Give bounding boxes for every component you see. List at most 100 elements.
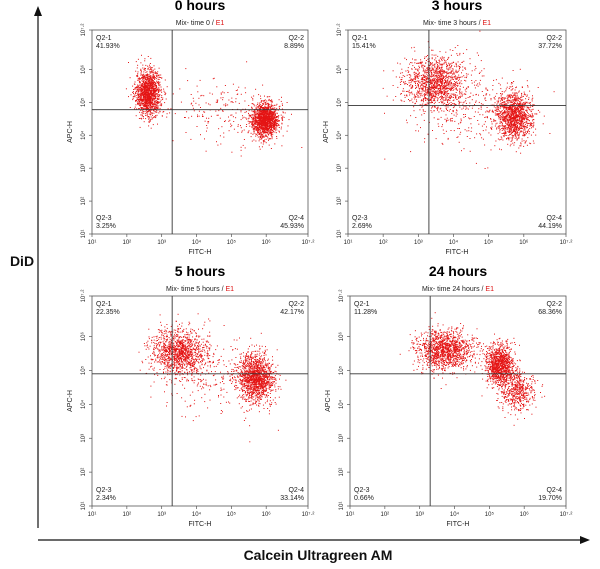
scatter-point (180, 101, 182, 103)
scatter-point (267, 130, 269, 132)
scatter-point (142, 76, 144, 78)
scatter-point (514, 135, 516, 137)
scatter-point (433, 95, 435, 97)
scatter-point (416, 75, 418, 77)
scatter-point (154, 107, 156, 109)
scatter-point (274, 129, 276, 131)
scatter-point (251, 114, 253, 116)
scatter-point (164, 93, 166, 95)
scatter-point (227, 92, 229, 93)
scatter-point (524, 129, 526, 131)
scatter-point (470, 92, 472, 94)
scatter-point (424, 56, 426, 58)
scatter-point (237, 131, 239, 133)
scatter-point (143, 102, 144, 104)
scatter-point (453, 79, 454, 81)
scatter-point (148, 82, 150, 84)
scatter-point (401, 77, 403, 79)
scatter-point (450, 79, 452, 81)
scatter-point (425, 60, 427, 61)
scatter-point (270, 106, 272, 108)
scatter-point (450, 87, 452, 89)
scatter-point (254, 118, 256, 120)
scatter-point (414, 50, 416, 52)
scatter-point (140, 74, 142, 76)
scatter-point (424, 86, 426, 88)
scatter-point (145, 84, 147, 86)
scatter-point (268, 119, 270, 121)
scatter-point (436, 62, 438, 63)
scatter-point (264, 122, 266, 124)
scatter-point (142, 103, 144, 104)
scatter-point (439, 85, 441, 87)
scatter-point (155, 90, 157, 92)
scatter-point (138, 88, 140, 90)
scatter-point (228, 99, 230, 101)
scatter-point (449, 49, 451, 51)
scatter-point (208, 103, 210, 105)
scatter-point (223, 132, 225, 134)
scatter-point (448, 65, 450, 67)
scatter-point (437, 81, 439, 83)
scatter-point (267, 102, 269, 104)
scatter-point (138, 93, 140, 95)
scatter-point (142, 90, 144, 92)
scatter-point (449, 63, 451, 65)
scatter-point (453, 85, 455, 87)
scatter-point (431, 83, 433, 85)
scatter-point (446, 76, 448, 78)
scatter-point (137, 74, 139, 76)
scatter-point (516, 130, 518, 132)
scatter-point (265, 123, 267, 124)
scatter-point (442, 71, 444, 73)
scatter-point (137, 89, 139, 91)
scatter-point (411, 93, 413, 95)
scatter-point (156, 87, 157, 88)
scatter-point (254, 128, 255, 129)
scatter-point (222, 91, 224, 93)
scatter-point (257, 109, 259, 111)
scatter-point (455, 71, 457, 73)
scatter-point (258, 118, 260, 120)
scatter-point (136, 98, 138, 100)
scatter-point (141, 88, 143, 90)
scatter-point (421, 62, 423, 64)
scatter-point (264, 123, 266, 125)
scatter-point (424, 82, 425, 84)
scatter-point (273, 111, 275, 113)
scatter-point (137, 89, 138, 91)
scatter-point (439, 91, 441, 93)
scatter-point (249, 125, 251, 127)
scatter-point (135, 70, 137, 72)
scatter-point (426, 80, 428, 82)
scatter-point (156, 98, 158, 100)
scatter-point (272, 112, 274, 114)
scatter-point (263, 113, 265, 115)
scatter-point (425, 88, 426, 90)
scatter-point (269, 131, 271, 133)
scatter-point (202, 114, 203, 116)
scatter-point (146, 86, 148, 88)
scatter-point (135, 115, 137, 117)
x-tick-label: 10² (123, 240, 132, 246)
scatter-point (265, 124, 267, 126)
scatter-point (151, 101, 153, 103)
scatter-point (421, 66, 423, 68)
scatter-point (271, 136, 273, 138)
scatter-point (139, 92, 141, 94)
scatter-point (269, 122, 271, 124)
scatter-point (453, 84, 455, 86)
outer-y-axis-arrow (34, 6, 42, 16)
scatter-point (154, 86, 156, 88)
scatter-point (220, 92, 222, 94)
scatter-point (152, 108, 154, 110)
scatter-point (142, 75, 143, 77)
scatter-point (237, 89, 238, 91)
scatter-point (450, 102, 452, 103)
scatter-point (251, 114, 253, 116)
scatter-point (273, 112, 275, 114)
scatter-point (272, 132, 274, 134)
scatter-point (224, 120, 226, 122)
scatter-point (403, 90, 405, 92)
scatter-point (448, 83, 449, 85)
